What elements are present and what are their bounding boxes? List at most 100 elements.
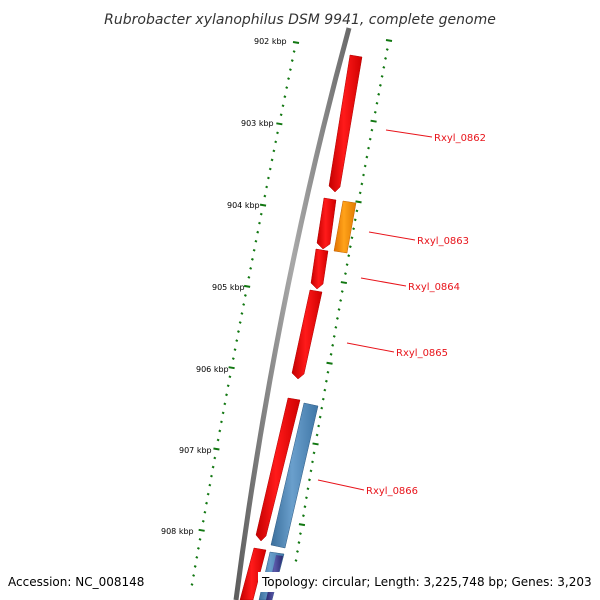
minor-tick	[331, 343, 335, 347]
kbp-label: 907 kbp	[179, 446, 212, 455]
minor-tick	[355, 209, 359, 213]
minor-tick	[279, 113, 283, 117]
major-tick	[243, 284, 251, 288]
minor-tick	[345, 263, 349, 267]
minor-tick	[220, 420, 223, 424]
minor-tick	[198, 537, 202, 541]
kbp-label: 908 kbp	[161, 527, 194, 536]
minor-tick	[353, 218, 357, 222]
minor-tick	[249, 266, 253, 270]
minor-tick	[320, 406, 324, 410]
minor-tick	[256, 230, 260, 234]
minor-tick	[308, 478, 311, 482]
minor-tick	[367, 146, 370, 150]
minor-tick	[324, 379, 328, 383]
genome-backbone	[233, 27, 352, 600]
minor-tick	[301, 514, 305, 518]
minor-tick	[292, 50, 296, 53]
minor-tick	[385, 48, 389, 51]
minor-tick	[287, 77, 290, 81]
minor-tick	[350, 236, 354, 240]
kbp-tick-labels: 902 kbp 903 kbp 904 kbp 905 kbp 906 kbp …	[161, 37, 287, 536]
minor-tick	[363, 164, 367, 168]
minor-tick	[303, 505, 307, 509]
minor-tick	[373, 110, 377, 114]
minor-tick	[309, 469, 313, 473]
minor-tick	[375, 101, 379, 105]
minor-tick	[337, 308, 341, 311]
gene-rxyl-0865[interactable]	[291, 289, 323, 380]
minor-tick	[223, 402, 227, 406]
major-tick	[276, 122, 283, 126]
minor-tick	[317, 424, 321, 428]
minor-tick	[228, 375, 232, 379]
minor-tick	[259, 212, 263, 216]
major-tick	[370, 119, 377, 123]
gene-rxyl-0866-forward[interactable]	[255, 397, 301, 542]
minor-tick	[193, 565, 197, 568]
minor-tick	[218, 429, 222, 433]
minor-tick	[335, 317, 339, 320]
right-tick-track	[294, 39, 393, 562]
kbp-label: 903 kbp	[241, 119, 274, 128]
major-tick	[355, 200, 362, 204]
minor-tick	[225, 393, 228, 397]
gene-rxyl-0864[interactable]	[310, 248, 329, 290]
minor-tick	[192, 574, 196, 577]
minor-tick	[332, 334, 336, 338]
kbp-label: 906 kbp	[196, 365, 229, 374]
minor-tick	[247, 275, 251, 279]
genome-summary-text: Topology: circular; Length: 3,225,748 bp…	[261, 575, 592, 589]
kbp-label: 902 kbp	[254, 37, 287, 46]
minor-tick	[283, 95, 287, 99]
minor-tick	[195, 556, 199, 559]
gene-rxyl-0866[interactable]	[270, 402, 319, 549]
minor-tick	[321, 397, 325, 401]
gene-label[interactable]: Rxyl_0865	[396, 348, 448, 359]
major-tick	[312, 442, 319, 446]
minor-tick	[213, 456, 217, 460]
map-title: Rubrobacter xylanophilus DSM 9941, compl…	[104, 12, 496, 28]
accession-text: Accession: NC_008148	[8, 575, 144, 589]
major-tick	[385, 39, 393, 42]
minor-tick	[240, 312, 244, 315]
gene-label[interactable]: Rxyl_0862	[434, 133, 486, 144]
minor-tick	[323, 388, 327, 392]
minor-tick	[334, 326, 338, 329]
major-tick	[340, 281, 348, 285]
minor-tick	[231, 357, 235, 361]
minor-tick	[344, 272, 347, 275]
minor-tick	[312, 451, 316, 455]
major-tick	[228, 366, 235, 370]
minor-tick	[378, 83, 382, 87]
minor-tick	[362, 173, 365, 177]
minor-tick	[285, 86, 289, 90]
gene-rxyl-0863-forward[interactable]	[316, 197, 337, 250]
gene-label[interactable]: Rxyl_0866	[366, 486, 418, 497]
kbp-label: 904 kbp	[227, 201, 260, 210]
major-tick	[292, 41, 300, 44]
minor-tick	[206, 492, 210, 496]
major-tick	[298, 523, 306, 527]
minor-tick	[297, 541, 301, 544]
gene-rxyl-0863[interactable]	[333, 200, 357, 254]
minor-tick	[226, 384, 230, 388]
minor-tick	[340, 290, 344, 293]
minor-tick	[252, 248, 256, 252]
minor-tick	[384, 57, 387, 60]
minor-tick	[358, 191, 362, 195]
minor-tick	[201, 519, 205, 523]
minor-tick	[352, 227, 356, 231]
minor-tick	[304, 496, 308, 500]
minor-tick	[326, 370, 330, 374]
minor-tick	[360, 182, 364, 186]
minor-tick	[272, 149, 276, 153]
gene-partial-bottom[interactable]	[239, 547, 267, 600]
gene-label[interactable]: Rxyl_0863	[417, 236, 469, 247]
gene-label-leaders	[317, 129, 433, 491]
major-tick	[213, 447, 220, 451]
gene-rxyl-0862[interactable]	[328, 54, 363, 193]
gene-label[interactable]: Rxyl_0864	[408, 282, 460, 293]
